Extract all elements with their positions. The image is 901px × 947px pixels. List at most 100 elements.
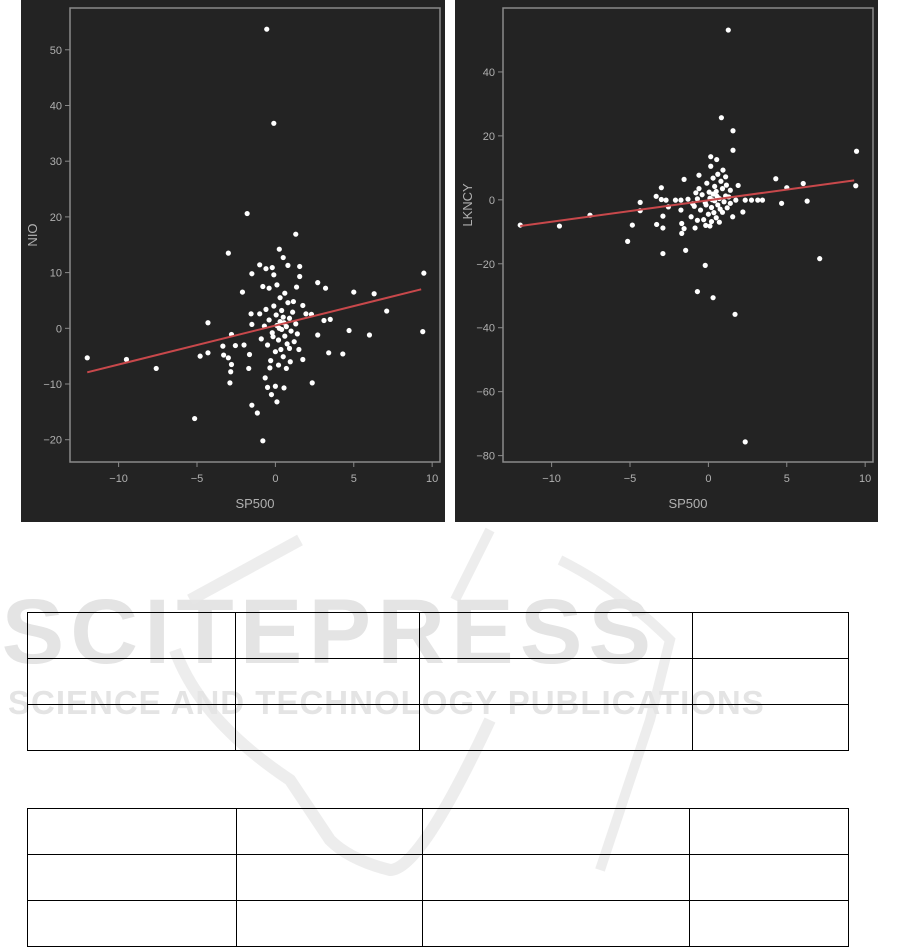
data-point [288, 328, 294, 334]
data-point [660, 213, 666, 219]
data-point [293, 321, 299, 327]
data-point [800, 180, 806, 187]
chart-panel-nio: −10 −5 0 5 10 −20 −10 0 10 20 30 40 50 SP500 NIO [21, 0, 445, 522]
data-point [773, 176, 779, 182]
data-point [420, 329, 426, 335]
data-point [270, 334, 276, 340]
data-point [227, 380, 233, 386]
plot-frame [69, 7, 441, 463]
data-point [290, 298, 297, 305]
data-point [271, 120, 277, 126]
table-1 [27, 612, 849, 751]
data-point [723, 174, 729, 180]
data-point [346, 327, 352, 334]
data-point [282, 333, 288, 339]
data-point [296, 346, 302, 353]
data-point [274, 282, 280, 288]
data-point [371, 291, 377, 297]
table-cell [419, 704, 693, 751]
table-cell [422, 900, 690, 947]
data-point [322, 285, 329, 291]
data-point [720, 167, 726, 173]
data-point [660, 250, 666, 257]
table-cell [236, 808, 423, 855]
data-point [263, 266, 269, 272]
table-cell [27, 612, 236, 659]
regression-line [520, 179, 855, 228]
data-point [727, 200, 733, 206]
y-tick-label: −60 [476, 387, 495, 399]
data-point [702, 262, 708, 268]
table-cell [27, 854, 237, 901]
data-point [249, 402, 255, 408]
data-point [264, 26, 270, 32]
data-point [268, 358, 274, 364]
data-point [280, 354, 286, 360]
y-tick-label: 40 [483, 67, 495, 79]
data-point [205, 320, 211, 326]
data-point [258, 336, 264, 342]
data-point [730, 128, 736, 134]
data-point [297, 273, 303, 280]
x-tick-label: 10 [426, 473, 438, 485]
data-point [725, 27, 731, 33]
data-point [263, 306, 269, 312]
plot-frame [502, 7, 874, 463]
y-axis-label: LKNCY [460, 183, 475, 227]
data-point [241, 342, 247, 348]
data-point [672, 197, 679, 203]
table-cell [692, 704, 849, 751]
data-point [735, 182, 741, 189]
data-point [290, 309, 296, 315]
data-point [678, 197, 684, 203]
data-point [853, 148, 860, 154]
table-cell [689, 900, 849, 947]
data-point [556, 223, 563, 229]
data-point [269, 264, 275, 271]
data-point [260, 283, 266, 290]
data-point [629, 222, 635, 228]
data-point [713, 188, 719, 195]
data-point [678, 207, 684, 213]
table-cell [27, 808, 237, 855]
data-point [679, 220, 685, 227]
data-point [220, 343, 226, 349]
data-point [326, 350, 332, 356]
data-point [246, 351, 253, 358]
data-point [267, 365, 273, 371]
table-2 [27, 808, 849, 947]
data-point [239, 289, 246, 295]
y-axis-label: NIO [25, 223, 40, 246]
data-point [699, 192, 705, 198]
data-point [283, 365, 289, 372]
table-cell [235, 704, 420, 751]
data-point [696, 172, 702, 178]
table-cell [235, 658, 420, 705]
table-row [27, 808, 849, 855]
data-point [740, 209, 746, 215]
data-point [248, 311, 254, 317]
data-point [694, 288, 701, 295]
data-point [711, 210, 717, 216]
data-point [759, 197, 766, 203]
data-point [286, 345, 293, 351]
table-cell [689, 854, 849, 901]
data-point [733, 197, 739, 203]
data-point [271, 272, 277, 278]
data-point [273, 312, 279, 318]
table-cell [419, 612, 693, 659]
table-cell [419, 658, 693, 705]
x-axis-label: SP500 [668, 496, 707, 511]
data-point [712, 183, 718, 190]
data-point [716, 219, 722, 225]
data-point [715, 202, 721, 208]
data-point [705, 211, 711, 217]
data-point [704, 180, 710, 186]
data-point [366, 332, 373, 338]
data-point [84, 355, 90, 361]
data-point [701, 217, 707, 223]
data-point [708, 218, 715, 225]
data-point [817, 256, 823, 262]
data-point [246, 365, 252, 372]
data-point [285, 300, 291, 306]
